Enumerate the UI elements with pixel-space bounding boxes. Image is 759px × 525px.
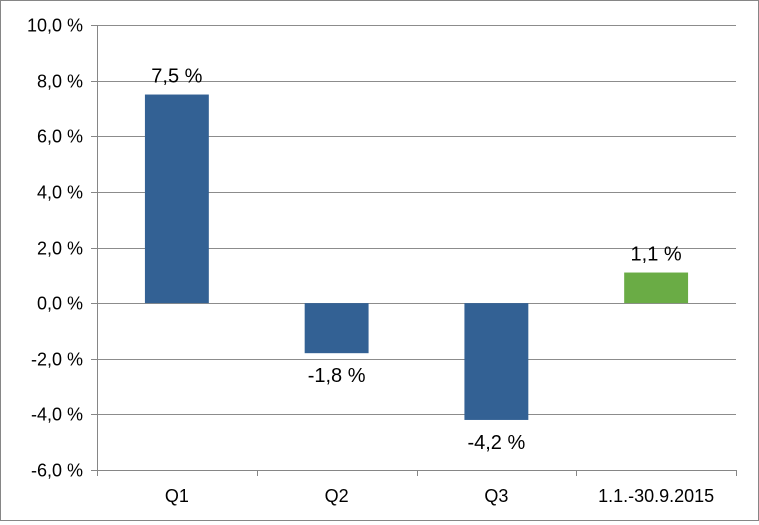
y-tick-label: -6,0 % [31,461,83,481]
bar-3 [464,303,529,420]
x-category-label: Q3 [484,486,508,506]
x-category-label: 1.1.-30.9.2015 [598,486,714,506]
bars [144,94,689,420]
x-category-label: Q1 [165,486,189,506]
x-category-label: Q2 [325,486,349,506]
labels: 10,0 % 8,0 % 6,0 % 4,0 % 2,0 % 0,0 % -2,0 % -4,… [27,16,714,507]
data-label: -1,8 % [308,365,366,387]
bar-1 [144,94,209,304]
y-tick-label: -4,0 % [31,405,83,425]
y-tick-label: -2,0 % [31,350,83,370]
data-label: -4,2 % [467,432,525,454]
bar-4 [624,272,689,304]
y-tick-label: 10,0 % [27,16,83,36]
y-tick-label: 0,0 % [37,294,83,314]
bar-2 [304,303,369,354]
axes [91,25,737,476]
data-label: 1,1 % [631,244,682,266]
data-label: 7,5 % [151,66,202,88]
y-tick-label: 8,0 % [37,72,83,92]
y-tick-label: 4,0 % [37,183,83,203]
y-tick-label: 2,0 % [37,239,83,259]
y-tick-label: 6,0 % [37,127,83,147]
